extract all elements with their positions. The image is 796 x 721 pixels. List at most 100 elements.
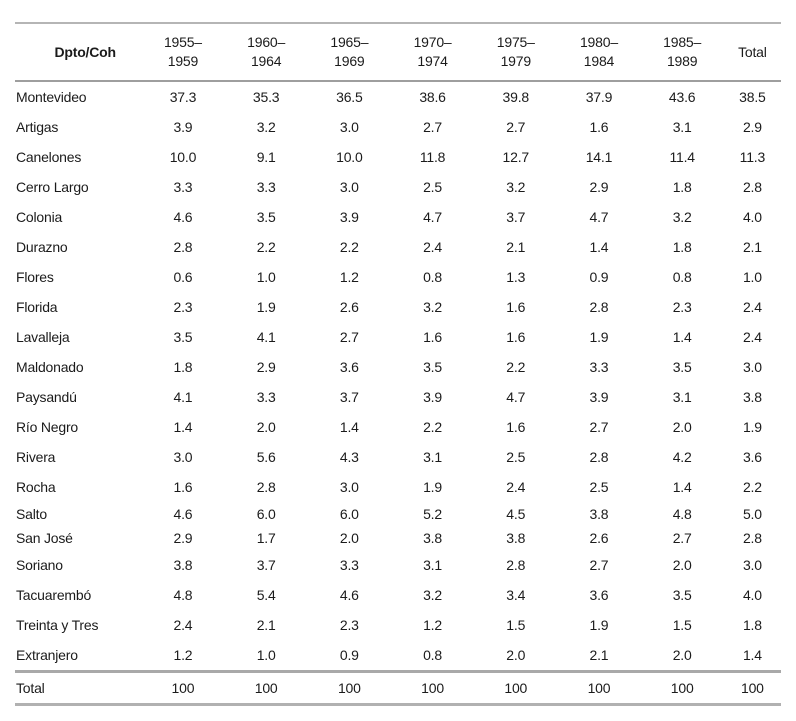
cell-value: 3.3 <box>339 557 359 573</box>
cell-value: 1.2 <box>423 617 442 633</box>
table-row: Lavalleja 3.5 4.1 2.7 1.6 1.6 1.9 1.4 2.4 <box>15 322 781 352</box>
cell-value: 3.7 <box>256 557 276 573</box>
header-col-line1: 1960– <box>247 34 286 50</box>
cell-value: 4.0 <box>742 209 762 225</box>
cell-value: 1.9 <box>742 419 762 435</box>
cell-value: 1.9 <box>256 299 276 315</box>
cell-value: 3.0 <box>742 557 762 573</box>
cell-value: 3.1 <box>672 389 692 405</box>
row-label: Florida <box>16 299 58 315</box>
cell-value: 3.9 <box>589 389 609 405</box>
cell-value: 3.9 <box>173 119 193 135</box>
table-row: Montevideo 37.3 35.3 36.5 38.6 39.8 37.9 43.6 38… <box>15 81 781 112</box>
cell-value: 2.1 <box>506 239 526 255</box>
header-col-total: Total <box>738 44 767 60</box>
cell-value: 1.7 <box>256 530 276 546</box>
cell-value: 2.0 <box>506 647 526 663</box>
cell-value: 1.0 <box>256 647 276 663</box>
cell-value: 2.8 <box>589 449 609 465</box>
header-col-1975-1979: 1975– 1979 <box>474 23 557 81</box>
header-col-1960-1964: 1960– 1964 <box>225 23 308 81</box>
table-row: Cerro Largo 3.3 3.3 3.0 2.5 3.2 2.9 1.8 2.8 <box>15 172 781 202</box>
cell-value: 1.4 <box>173 419 193 435</box>
cell-value: 1.2 <box>173 647 193 663</box>
cell-value: 2.4 <box>423 239 442 255</box>
cell-value: 1.9 <box>589 617 609 633</box>
row-label: San José <box>16 530 73 546</box>
row-label: Treinta y Tres <box>16 617 99 633</box>
cell-value: 2.7 <box>506 119 526 135</box>
header-col-line2: 1969 <box>334 53 365 69</box>
row-label: Salto <box>16 506 47 522</box>
cell-value: 9.1 <box>256 149 276 165</box>
cell-value: 2.3 <box>672 299 692 315</box>
cell-value: 3.8 <box>423 530 442 546</box>
table-header: Dpto/Coh 1955– 1959 1960– 1964 1965– 196… <box>15 23 781 81</box>
cell-value: 5.4 <box>256 587 276 603</box>
cell-value: 3.5 <box>672 359 692 375</box>
cell-value: 3.1 <box>423 557 442 573</box>
cell-value: 1.5 <box>506 617 526 633</box>
cell-value: 11.3 <box>739 149 766 165</box>
cell-value: 5.0 <box>742 506 762 522</box>
cell-value: 4.1 <box>256 329 276 345</box>
cell-value: 2.7 <box>589 419 609 435</box>
cell-value: 3.1 <box>672 119 692 135</box>
row-label: Rivera <box>16 449 56 465</box>
cell-value: 1.6 <box>506 299 526 315</box>
cell-value: 3.8 <box>173 557 193 573</box>
cell-value: 2.5 <box>589 479 609 495</box>
cell-value: 4.0 <box>742 587 762 603</box>
header-col-1965-1969: 1965– 1969 <box>308 23 391 81</box>
cell-value: 3.3 <box>589 359 609 375</box>
table-row: Tacuarembó 4.8 5.4 4.6 3.2 3.4 3.6 3.5 4.0 <box>15 580 781 610</box>
cell-value: 0.8 <box>672 269 692 285</box>
footer-row: Total 100 100 100 100 100 100 100 100 <box>15 671 781 705</box>
table-row: Florida 2.3 1.9 2.6 3.2 1.6 2.8 2.3 2.4 <box>15 292 781 322</box>
cell-value: 1.8 <box>672 239 692 255</box>
cohort-table: Dpto/Coh 1955– 1959 1960– 1964 1965– 196… <box>15 22 781 706</box>
row-label: Durazno <box>16 239 68 255</box>
cell-value: 4.6 <box>173 506 193 522</box>
cell-value: 3.6 <box>339 359 359 375</box>
cell-value: 3.4 <box>506 587 526 603</box>
cell-value: 2.7 <box>423 119 442 135</box>
table-wrapper: Dpto/Coh 1955– 1959 1960– 1964 1965– 196… <box>15 22 781 706</box>
cell-value: 4.5 <box>506 506 526 522</box>
cell-value: 3.5 <box>173 329 193 345</box>
cell-value: 3.0 <box>339 479 359 495</box>
cell-value: 6.0 <box>339 506 359 522</box>
table-row: Maldonado 1.8 2.9 3.6 3.5 2.2 3.3 3.5 3.0 <box>15 352 781 382</box>
cell-value: 2.0 <box>672 647 692 663</box>
cell-value: 2.7 <box>589 557 609 573</box>
cell-value: 0.9 <box>339 647 359 663</box>
cell-value: 5.2 <box>423 506 442 522</box>
header-col-line2: 1959 <box>167 53 199 69</box>
cell-value: 10.0 <box>336 149 363 165</box>
cell-value: 3.1 <box>423 449 442 465</box>
cell-value: 1.8 <box>672 179 692 195</box>
cell-value: 43.6 <box>668 89 696 105</box>
table-row: Artigas 3.9 3.2 3.0 2.7 2.7 1.6 3.1 2.9 <box>15 112 781 142</box>
cell-value: 2.8 <box>742 530 762 546</box>
cell-value: 3.8 <box>506 530 526 546</box>
cell-value: 2.9 <box>173 530 193 546</box>
cell-value: 1.2 <box>339 269 359 285</box>
table-row: Río Negro 1.4 2.0 1.4 2.2 1.6 2.7 2.0 1.9 <box>15 412 781 442</box>
row-label: Canelones <box>16 149 82 165</box>
cell-value: 11.8 <box>419 149 446 165</box>
cell-value: 2.8 <box>589 299 609 315</box>
footer-value: 100 <box>504 680 528 696</box>
cell-value: 3.9 <box>339 209 359 225</box>
header-col-line2: 1989 <box>666 53 698 69</box>
table-row: Durazno 2.8 2.2 2.2 2.4 2.1 1.4 1.8 2.1 <box>15 232 781 262</box>
cell-value: 0.9 <box>589 269 609 285</box>
table-row: Treinta y Tres 2.4 2.1 2.3 1.2 1.5 1.9 1.5 1.8 <box>15 610 781 640</box>
row-label: Cerro Largo <box>16 179 89 195</box>
header-col-line1: 1955– <box>163 34 202 50</box>
cell-value: 38.5 <box>739 89 766 105</box>
cell-value: 3.2 <box>423 299 442 315</box>
cell-value: 2.1 <box>742 239 762 255</box>
cell-value: 2.7 <box>672 530 692 546</box>
cell-value: 0.8 <box>423 647 442 663</box>
